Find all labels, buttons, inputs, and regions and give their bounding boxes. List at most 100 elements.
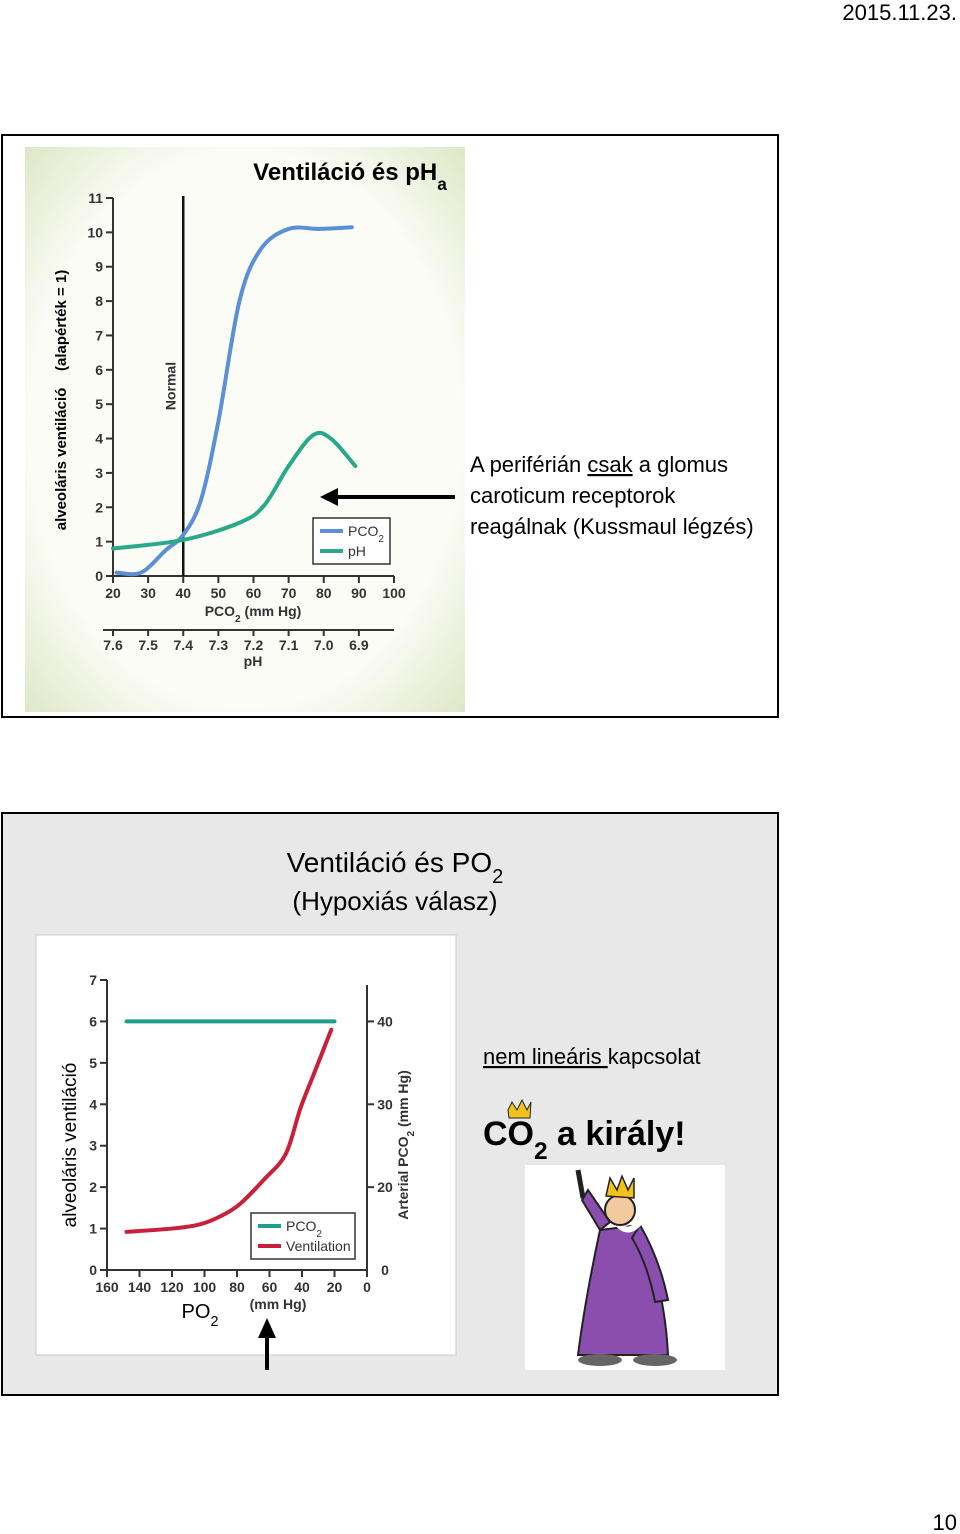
x-tick-label: 0 (363, 1279, 371, 1295)
y2-break-label: 0 (381, 1262, 389, 1278)
legend-label-part: pH (348, 543, 366, 559)
x-axis-label-part: (mm Hg) (241, 603, 302, 619)
x2-tick-label: 6.9 (349, 637, 369, 653)
legend-box (312, 517, 391, 565)
y-tick-label: 5 (95, 396, 103, 412)
note-line-part: csak (587, 452, 633, 477)
x2-tick-label: 7.2 (244, 637, 264, 653)
legend-label: PCO2 (286, 1218, 322, 1240)
x-tick-label: 80 (229, 1279, 245, 1295)
y-tick-label: 0 (95, 568, 103, 584)
x2-tick-label: 7.3 (209, 637, 229, 653)
y-tick-label: 0 (89, 1262, 97, 1278)
x-tick-label: 20 (327, 1279, 343, 1295)
note-line: caroticum receptorok (470, 483, 676, 508)
x-tick-label: 120 (160, 1279, 184, 1295)
x2-axis-label: pH (244, 653, 263, 669)
legend-label-part: PCO (286, 1218, 316, 1234)
x-tick-label: 40 (175, 585, 191, 601)
date: 2015.11.23. (842, 0, 957, 25)
x2-tick-label: 7.4 (174, 637, 194, 653)
motto: CO2 a király! (483, 1115, 686, 1165)
y2-tick-label: 40 (377, 1013, 393, 1029)
x-tick-label: 160 (95, 1279, 119, 1295)
slide-title: Ventiláció és pHa (253, 159, 447, 194)
legend-label: Ventilation (286, 1238, 351, 1254)
y-tick-label: 8 (95, 293, 103, 309)
legend-label-part: Ventilation (286, 1238, 351, 1254)
y2-axis-label-part: 2 (406, 1131, 417, 1137)
y-tick-label: 4 (89, 1096, 97, 1112)
legend-label-part: 2 (378, 534, 384, 545)
x2-tick-label: 7.0 (314, 637, 334, 653)
y2-axis-label-part: (mm Hg) (395, 1070, 411, 1131)
arrow-head (320, 488, 338, 506)
y-tick-label: 1 (95, 534, 103, 550)
chart-image (25, 147, 465, 712)
x-axis-unit: (mm Hg) (250, 1296, 307, 1312)
y-tick-label: 9 (95, 259, 103, 275)
y-axis-label: alveoláris ventiláció (60, 1063, 81, 1228)
y2-axis-label: Arterial PCO2 (mm Hg) (395, 1070, 417, 1220)
x2-tick-label: 7.5 (138, 637, 158, 653)
motto-part: CO (483, 1115, 534, 1153)
y-tick-label: 7 (95, 327, 103, 343)
y-tick-label: 1 (89, 1221, 97, 1237)
x2-tick-label: 7.1 (279, 637, 299, 653)
arrow-head (258, 1318, 276, 1338)
x-axis-label: PCO2 (mm Hg) (205, 603, 302, 625)
slide-title-part: Ventiláció és pH (253, 159, 437, 186)
y-tick-label: 7 (89, 972, 97, 988)
x-tick-label: 20 (105, 585, 121, 601)
legend-label-part: 2 (316, 1229, 322, 1240)
slide-title-part: 2 (492, 866, 503, 888)
king-cartoon (525, 1165, 725, 1370)
series-line (111, 430, 358, 551)
y-tick-label: 3 (89, 1138, 97, 1154)
y-tick-label: 3 (95, 465, 103, 481)
x-tick-label: 100 (382, 585, 406, 601)
series-line (114, 225, 354, 577)
y-tick-label: 11 (88, 190, 103, 206)
motto-part: 2 (534, 1138, 548, 1165)
crown-icon (507, 1098, 532, 1119)
legend-label-part: PCO (348, 523, 378, 539)
note-line-part: caroticum receptorok (470, 483, 676, 508)
x-axis-label-part: 2 (235, 614, 241, 625)
x-axis-label-part: 2 (210, 1314, 218, 1330)
slide-title-part: a (437, 174, 447, 194)
x-tick-label: 90 (351, 585, 367, 601)
x-tick-label: 40 (294, 1279, 310, 1295)
x-tick-label: 140 (128, 1279, 152, 1295)
y-tick-label: 5 (89, 1055, 97, 1071)
legend-box (250, 1212, 356, 1260)
x-tick-label: 50 (211, 585, 227, 601)
note: nem lineáris kapcsolat (483, 1044, 701, 1069)
x-tick-label: 70 (281, 585, 297, 601)
note-line-part: reagálnak (Kussmaul légzés) (470, 514, 754, 539)
series-line (124, 1027, 334, 1234)
y-tick-label: 10 (87, 224, 103, 240)
y2-tick-label: 30 (377, 1096, 393, 1112)
note-line: A periférián csak a glomus (470, 452, 728, 477)
x-axis-label-part: PCO (205, 603, 235, 619)
label-box (52, 1037, 88, 1257)
x-tick-label: 100 (193, 1279, 217, 1295)
note-part: nem lineáris (483, 1044, 608, 1069)
slide-subtitle: (Hypoxiás válasz) (292, 886, 497, 916)
y-tick-label: 4 (95, 431, 103, 447)
x-tick-label: 60 (246, 585, 262, 601)
note-line-part: a glomus (633, 452, 728, 477)
legend-label: pH (348, 543, 366, 559)
x-tick-label: 30 (140, 585, 156, 601)
x2-tick-label: 7.6 (103, 637, 123, 653)
note-part: kapcsolat (608, 1044, 701, 1069)
reference-label: Normal (162, 362, 178, 410)
x-tick-label: 80 (316, 585, 332, 601)
note-line: reagálnak (Kussmaul légzés) (470, 514, 754, 539)
y-axis-label: alveoláris ventiláció (alapérték = 1) (53, 270, 70, 531)
x-axis-label: PO2 (182, 1301, 219, 1330)
y-tick-label: 2 (95, 499, 103, 515)
y-tick-label: 2 (89, 1179, 97, 1195)
